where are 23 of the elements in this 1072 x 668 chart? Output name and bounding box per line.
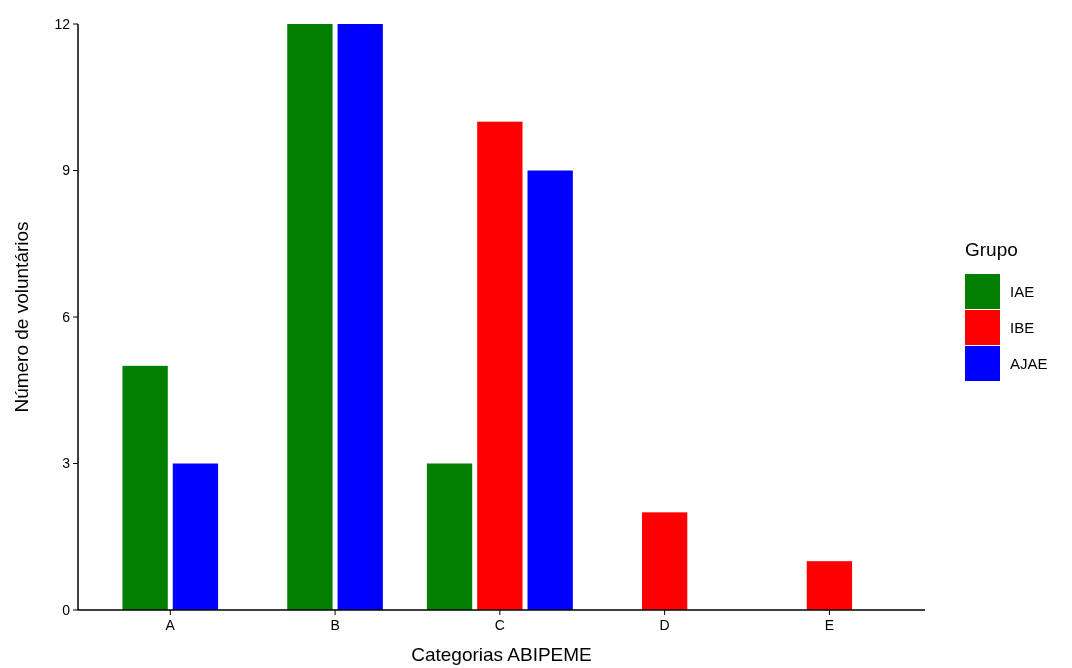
bar: [172, 463, 219, 610]
y-tick-label: 6: [62, 308, 71, 325]
bar: [641, 512, 688, 610]
x-tick-label: C: [494, 617, 505, 633]
legend-label: IAE: [1010, 283, 1035, 301]
x-tick-label: E: [824, 617, 835, 633]
legend-title: Grupo: [965, 239, 1018, 260]
y-axis-title: Número de voluntários: [11, 221, 32, 413]
x-tick-label: D: [659, 617, 670, 633]
bar: [337, 24, 383, 610]
y-tick-label: 3: [62, 455, 71, 472]
legend-label: AJAE: [1010, 355, 1048, 373]
x-tick-label: B: [330, 617, 340, 633]
bar: [287, 24, 333, 610]
bar: [122, 365, 168, 610]
y-tick-label: 9: [62, 162, 71, 179]
legend-label: IBE: [1010, 319, 1035, 337]
bar: [477, 121, 523, 610]
y-tick-label: 12: [54, 15, 71, 32]
x-axis-title: Categorias ABIPEME: [411, 644, 592, 665]
x-tick-label: A: [165, 617, 176, 633]
bar: [806, 561, 853, 610]
y-tick-label: 0: [62, 601, 71, 618]
